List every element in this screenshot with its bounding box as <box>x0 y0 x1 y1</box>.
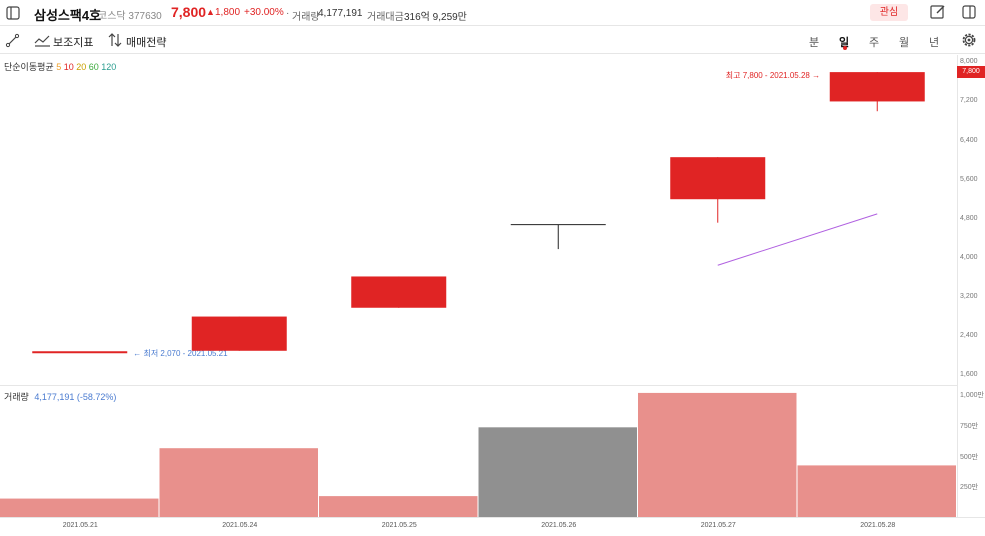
settings-gear-icon[interactable] <box>961 32 977 48</box>
period-year-tab[interactable]: 년 <box>929 37 940 49</box>
volume-y-tick-label: 250만 <box>960 484 979 492</box>
volume-pane-label: 거래량 <box>4 392 29 402</box>
panel-toggle-icon[interactable] <box>962 5 976 19</box>
edit-icon[interactable] <box>930 4 946 20</box>
volume-value: 4,177,191 <box>318 8 363 19</box>
volume-bar <box>797 465 956 517</box>
y-tick-label: 1,600 <box>960 371 978 379</box>
market-code: 코스닥 377630 <box>98 11 162 22</box>
up-arrow-icon: ▲ <box>206 7 215 17</box>
period-minute-tab[interactable]: 분 <box>809 37 820 49</box>
ma-period-10: 10 <box>61 62 74 72</box>
trade-strategy-icon[interactable] <box>108 32 122 48</box>
volume-bar <box>0 498 159 517</box>
indicators-button[interactable]: 보조지표 <box>53 37 94 49</box>
y-tick-label: 3,200 <box>960 293 978 300</box>
ma-period-120: 120 <box>98 62 117 72</box>
active-period-indicator <box>843 46 847 50</box>
y-axis-divider <box>957 55 958 518</box>
indicator-icon[interactable] <box>34 33 52 48</box>
stock-header: 삼성스팩4호 코스닥 377630 7,800 ▲ 1,800 +30.00% … <box>0 0 985 26</box>
x-tick-label: 2021.05.27 <box>700 522 736 529</box>
high-price-annotation: 최고 7,800 - 2021.05.28 → <box>725 71 821 81</box>
low-price-annotation: ← 최저 2,070 - 2021.05.21 <box>133 349 228 359</box>
drawing-tool-icon[interactable] <box>5 33 20 48</box>
volume-y-tick-label: 1,000만 <box>960 392 984 400</box>
chart-toolbar: 보조지표 매매전략 분 일 주 월 년 <box>0 27 985 54</box>
volume-pane-title: 거래량 4,177,191 (-58.72%) <box>4 390 116 403</box>
volume-bar <box>159 448 318 517</box>
ma-period-20: 20 <box>73 62 87 72</box>
y-tick-label: 6,400 <box>960 136 978 144</box>
period-month-tab[interactable]: 월 <box>899 37 910 49</box>
volume-bar <box>319 496 478 517</box>
period-week-tab[interactable]: 주 <box>869 37 880 49</box>
price-change-percent: +30.00% <box>244 7 284 18</box>
pane-divider <box>0 385 957 386</box>
amount-value: 316억 9,259만 <box>404 12 467 23</box>
amount-label: 거래대금 <box>367 12 404 23</box>
x-tick-label: 2021.05.28 <box>860 522 896 529</box>
current-price: 7,800 <box>171 4 207 20</box>
ma-period-60: 60 <box>86 62 99 72</box>
y-tick-label: 8,000 <box>960 58 978 66</box>
stock-name[interactable]: 삼성스팩4호 <box>34 8 102 23</box>
volume-bar <box>638 392 797 517</box>
trade-strategy-button[interactable]: 매매전략 <box>126 37 167 49</box>
sidebar-toggle-icon[interactable] <box>6 6 20 20</box>
x-tick-label: 2021.05.21 <box>62 522 98 529</box>
favorite-button[interactable]: 관심 <box>870 4 908 21</box>
ma-legend: 단순이동평균 5 10 20 60 120 <box>4 60 116 73</box>
current-price-tag: 7,800 <box>957 66 985 79</box>
volume-bar <box>478 427 637 517</box>
y-tick-label: 4,800 <box>960 214 978 222</box>
y-tick-label: 2,400 <box>960 332 978 340</box>
x-tick-label: 2021.05.24 <box>222 522 258 529</box>
candle-body <box>670 157 766 200</box>
volume-y-tick-label: 500만 <box>960 453 979 461</box>
y-tick-label: 7,200 <box>960 97 978 105</box>
dot-separator: · <box>286 8 290 19</box>
x-axis-divider <box>0 517 985 518</box>
volume-label: 거래량 <box>292 12 320 23</box>
ma5-line <box>717 213 878 266</box>
x-tick-label: 2021.05.25 <box>381 522 417 529</box>
candle-body <box>829 72 925 102</box>
candle-body <box>191 316 287 351</box>
x-tick-label: 2021.05.26 <box>541 522 577 529</box>
ma-legend-label: 단순이동평균 <box>4 62 54 72</box>
volume-pane-value: 4,177,191 (-58.72%) <box>34 392 117 402</box>
y-tick-label: 5,600 <box>960 175 978 183</box>
y-tick-label: 4,000 <box>960 253 978 261</box>
period-day-tab[interactable]: 일 <box>839 37 850 49</box>
price-change: 1,800 <box>215 7 241 18</box>
volume-y-tick-label: 750만 <box>960 422 979 430</box>
candle-body <box>351 276 447 308</box>
ma-period-5: 5 <box>56 62 62 72</box>
